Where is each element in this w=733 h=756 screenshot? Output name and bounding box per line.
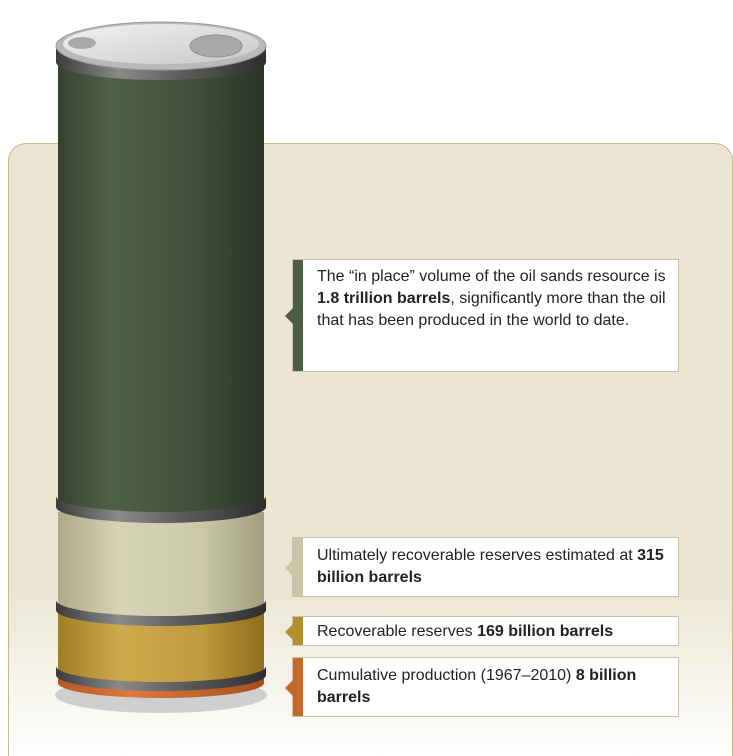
segment-ultimately-recoverable [58,512,264,618]
segment-recoverable-reserves [58,613,264,685]
callout-recoverable-reserves: Recoverable reserves 169 billion barrels [285,616,679,646]
barrel-top [55,21,267,80]
barrel-cap-small [68,37,96,49]
callout-cumulative-production: Cumulative production (1967–2010) 8 bill… [285,657,679,717]
callout-cumulative-production-text: Cumulative production (1967–2010) 8 bill… [317,667,637,706]
barrel-rim-lower [56,600,266,626]
segment-in-place [58,64,264,513]
barrel-rim-middle [56,496,266,523]
callout-in-place: The “in place” volume of the oil sands r… [285,259,679,372]
barrel-rim-bottom [56,666,266,691]
callout-recoverable-reserves-text: Recoverable reserves 169 billion barrels [317,623,614,640]
callout-ultimately-recoverable-text: Ultimately recoverable reserves estimate… [317,547,664,586]
callout-ultimately-recoverable: Ultimately recoverable reserves estimate… [285,537,679,597]
barrel-cap-large [189,34,243,58]
callout-in-place-text: The “in place” volume of the oil sands r… [317,268,666,329]
